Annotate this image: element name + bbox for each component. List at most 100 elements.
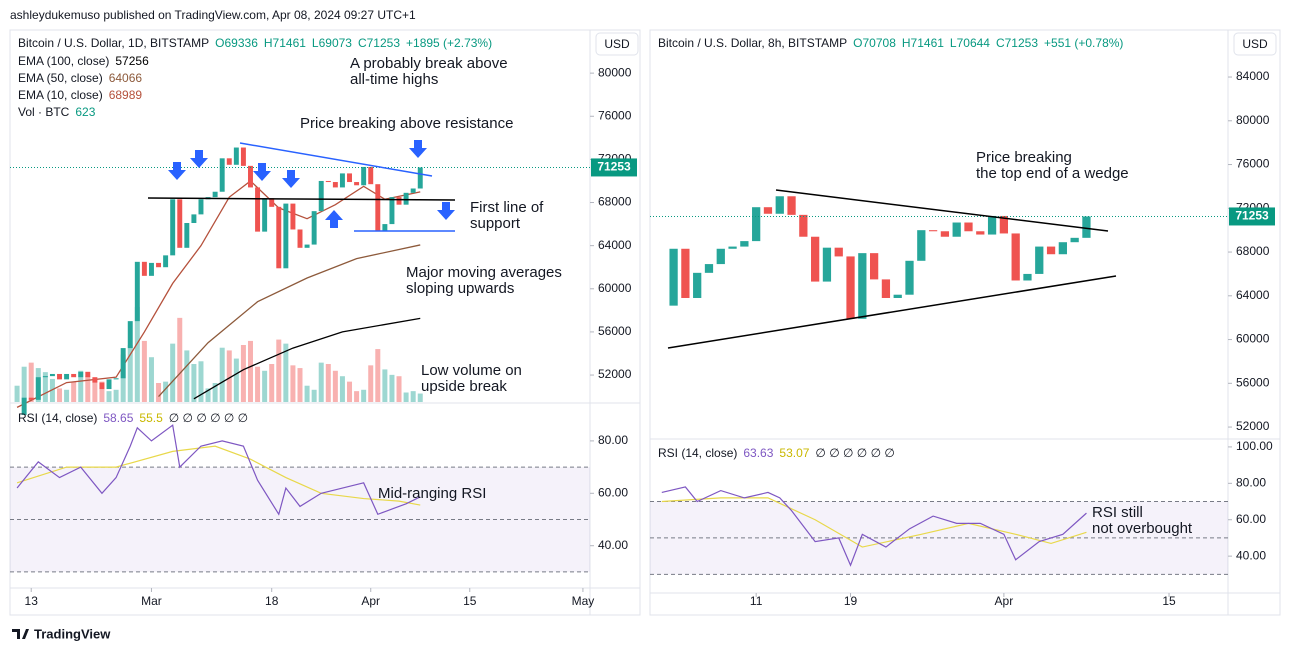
symbol-title: Bitcoin / U.S. Dollar, 1D, BITSTAMP bbox=[18, 36, 209, 50]
volume-bar bbox=[247, 340, 253, 402]
candle-body bbox=[49, 373, 55, 377]
annotation: the top end of a wedge bbox=[976, 165, 1129, 182]
candle-body bbox=[1035, 246, 1044, 274]
candle-body bbox=[156, 262, 162, 268]
rsi-name: RSI (14, close) bbox=[18, 411, 97, 425]
annotation: support bbox=[470, 215, 521, 232]
volume-bar bbox=[269, 364, 275, 402]
candle-body bbox=[92, 377, 98, 383]
last-price-label: 71253 bbox=[1235, 209, 1269, 223]
volume-bar bbox=[156, 383, 162, 402]
volume-bar bbox=[14, 385, 20, 402]
x-tick-label: 13 bbox=[25, 594, 39, 608]
volume-bar bbox=[163, 381, 169, 402]
volume-bar bbox=[92, 378, 98, 402]
candle-body bbox=[99, 382, 105, 390]
candle-body bbox=[78, 371, 84, 378]
candle-body bbox=[669, 248, 678, 306]
volume-name: Vol · BTC bbox=[18, 105, 70, 119]
wedge-line bbox=[667, 275, 1117, 349]
candle-body bbox=[1046, 246, 1056, 255]
candle-body bbox=[905, 260, 914, 295]
publish-header: ashleydukemuso published on TradingView.… bbox=[10, 8, 416, 22]
legend-title: Bitcoin / U.S. Dollar, 1D, BITSTAMP O6933… bbox=[18, 36, 492, 50]
volume-bar bbox=[212, 383, 218, 402]
candle-body bbox=[240, 147, 246, 166]
candle-body bbox=[368, 166, 374, 185]
ohlc-value: L69073 bbox=[312, 36, 352, 50]
ema-name: EMA (10, close) bbox=[18, 88, 103, 102]
x-tick-label: Apr bbox=[361, 594, 380, 608]
candle-body bbox=[389, 197, 395, 225]
candle-body bbox=[787, 196, 796, 215]
volume-bar bbox=[297, 368, 303, 402]
y-tick-label: 52000 bbox=[598, 367, 632, 381]
volume-bar bbox=[240, 345, 246, 402]
ema-line bbox=[158, 244, 421, 398]
candle-body bbox=[283, 203, 289, 269]
rsi-tick-label: 40.00 bbox=[1236, 548, 1266, 562]
candle-body bbox=[21, 397, 27, 415]
annotation: First line of bbox=[470, 199, 544, 216]
ohlc-value: O69336 bbox=[215, 36, 258, 50]
volume-bar bbox=[361, 389, 367, 402]
volume-bar bbox=[375, 349, 381, 402]
volume-bar bbox=[134, 307, 140, 402]
annotation: Price breaking above resistance bbox=[300, 115, 513, 132]
logo-icon bbox=[12, 629, 29, 639]
rsi-value: 63.63 bbox=[743, 446, 773, 460]
annotation: Price breaking bbox=[976, 149, 1072, 166]
candle-body bbox=[198, 199, 204, 215]
candle-body bbox=[177, 199, 183, 248]
ema-value: 57256 bbox=[115, 54, 149, 68]
candle-body bbox=[964, 222, 973, 232]
candle-body bbox=[893, 294, 902, 298]
volume-bar bbox=[64, 389, 70, 402]
candle-body bbox=[917, 230, 926, 261]
volume-bar bbox=[396, 376, 402, 402]
volume-bar bbox=[290, 365, 296, 402]
candle-body bbox=[255, 187, 261, 232]
y-tick-label: 80000 bbox=[598, 65, 632, 79]
candle-body bbox=[64, 373, 70, 380]
x-tick-label: 15 bbox=[1162, 594, 1176, 608]
symbol-title: Bitcoin / U.S. Dollar, 8h, BITSTAMP bbox=[658, 36, 847, 50]
candle-body bbox=[822, 247, 832, 282]
volume-bar bbox=[141, 340, 147, 402]
candle-body bbox=[403, 192, 409, 205]
y-tick-label: 64000 bbox=[598, 238, 632, 252]
candle-body bbox=[396, 197, 402, 205]
candle-body bbox=[846, 256, 855, 319]
candle-body bbox=[775, 196, 784, 214]
annotation: Major moving averages bbox=[406, 264, 562, 281]
y-tick-label: 60000 bbox=[598, 281, 632, 295]
x-tick-label: 11 bbox=[750, 594, 763, 608]
candle-body bbox=[811, 236, 820, 282]
annotation: RSI still bbox=[1092, 504, 1143, 521]
rsi-extra: ∅ ∅ ∅ ∅ ∅ ∅ bbox=[815, 446, 894, 460]
candle-body bbox=[999, 215, 1009, 234]
blue-arrow bbox=[409, 140, 427, 158]
volume-bar bbox=[368, 365, 374, 402]
ohlc-value: H71461 bbox=[902, 36, 944, 50]
candle-body bbox=[127, 321, 133, 349]
y-tick-label: 84000 bbox=[1236, 69, 1270, 83]
volume-bar bbox=[184, 350, 190, 402]
volume-bar bbox=[347, 381, 353, 402]
candle-body bbox=[716, 248, 725, 265]
candle-body bbox=[834, 247, 843, 257]
y-tick-label: 76000 bbox=[1236, 157, 1270, 171]
candle-body bbox=[233, 147, 239, 165]
rsi-legend: RSI (14, close) 58.65 55.5 ∅ ∅ ∅ ∅ ∅ ∅ bbox=[18, 411, 248, 425]
currency-button bbox=[595, 32, 639, 56]
y-tick-label: 56000 bbox=[598, 324, 632, 338]
candle-body bbox=[325, 180, 331, 183]
volume-bar bbox=[410, 391, 416, 402]
volume-bar bbox=[106, 391, 112, 402]
volume-bar bbox=[85, 376, 91, 402]
rsi-tick-label: 60.00 bbox=[1236, 512, 1266, 526]
candle-body bbox=[184, 223, 190, 248]
y-tick-label: 68000 bbox=[598, 195, 632, 209]
volume-bar bbox=[318, 362, 324, 402]
